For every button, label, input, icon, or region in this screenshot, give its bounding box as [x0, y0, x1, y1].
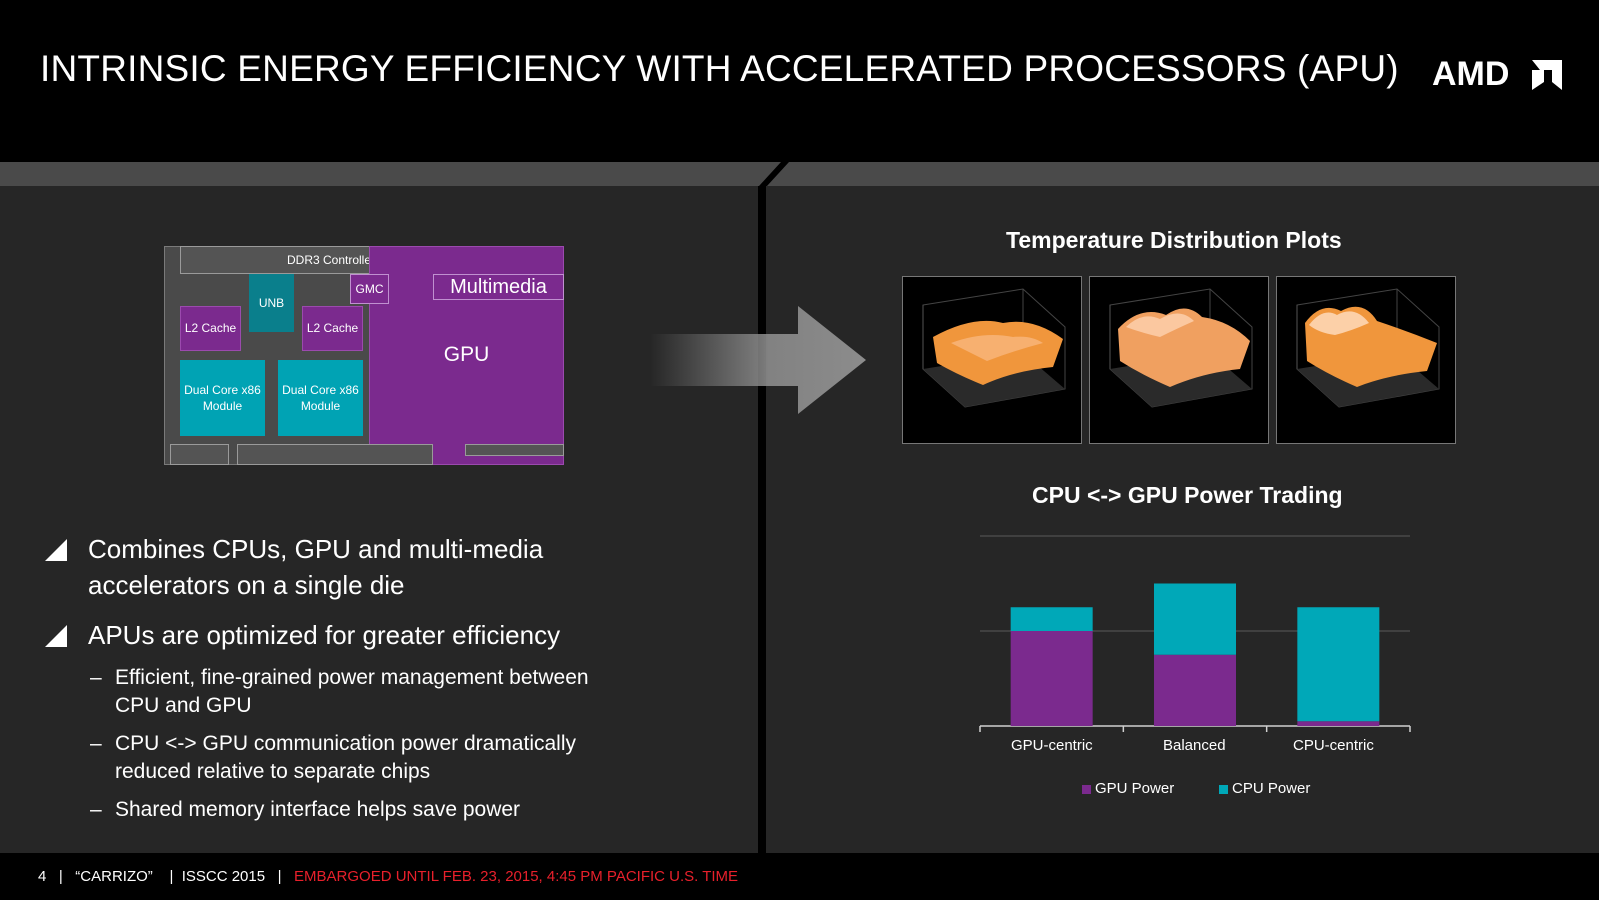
bullet-triangle-icon [45, 539, 67, 561]
l2-cache-left-block: L2 Cache [180, 306, 241, 351]
io-block-2 [237, 444, 433, 465]
temperature-plot-gpu-centric [902, 276, 1082, 444]
divider-notch-icon [759, 162, 789, 186]
x-tick-label: GPU-centric [1011, 737, 1093, 754]
dual-core-module-right: Dual Core x86 Module [278, 360, 363, 436]
bar-cpu-power [1297, 607, 1380, 722]
event-name: ISSCC 2015 [181, 868, 266, 885]
bullet-item: Combines CPUs, GPU and multi-media accel… [88, 534, 544, 600]
gmc-block: GMC [350, 274, 389, 304]
io-block-3 [465, 444, 564, 456]
x-tick-label: Balanced [1163, 737, 1226, 754]
gpu-label: GPU [443, 343, 490, 367]
temperature-plot-cpu-centric [1276, 276, 1456, 444]
sub-bullet-item: Efficient, fine-grained power management… [115, 666, 589, 717]
project-name: “CARRIZO” [75, 868, 153, 885]
amd-arrow-icon [1532, 60, 1562, 90]
sub-bullet-item: CPU <-> GPU communication power dramatic… [115, 732, 576, 783]
bullet-item: APUs are optimized for greater efficienc… [88, 620, 561, 650]
right-arrow-icon [650, 306, 866, 414]
sub-bullet-dash: – [90, 666, 102, 689]
l2-cache-right-block: L2 Cache [302, 306, 363, 351]
chart-title: CPU <-> GPU Power Trading [1032, 482, 1343, 508]
io-block-1 [170, 444, 229, 465]
amd-logo: AMD [1432, 54, 1562, 94]
slide-title: INTRINSIC ENERGY EFFICIENCY WITH ACCELER… [40, 48, 1399, 89]
amd-logo-text: AMD [1432, 55, 1509, 93]
bar-gpu-power [1297, 721, 1380, 726]
legend-label-cpu: CPU Power [1232, 780, 1311, 797]
power-trading-chart [979, 535, 1411, 732]
header-band [0, 162, 1599, 186]
footer-separator: | [169, 868, 174, 885]
dual-core-module-left: Dual Core x86 Module [180, 360, 265, 436]
bar-gpu-power [1010, 631, 1093, 726]
temperature-plot-balanced [1089, 276, 1269, 444]
bar-cpu-power [1154, 583, 1236, 655]
footer: 4 | “CARRIZO” | ISSCC 2015 | EMBARGOED U… [38, 868, 738, 885]
sub-bullet-dash: – [90, 798, 102, 821]
footer-bar [0, 853, 1599, 900]
page-number: 4 [38, 868, 47, 885]
bar-gpu-power [1154, 654, 1236, 726]
bullet-triangle-icon [45, 625, 67, 647]
footer-separator: | [58, 868, 63, 885]
sub-bullet-dash: – [90, 732, 102, 755]
legend-swatch-gpu [1082, 785, 1091, 794]
legend-label-gpu: GPU Power [1095, 780, 1175, 797]
x-tick-label: CPU-centric [1293, 737, 1374, 754]
bar-cpu-power [1010, 607, 1093, 631]
unb-block: UNB [249, 274, 294, 332]
panel-divider [758, 186, 766, 853]
footer-separator: | [277, 868, 282, 885]
legend-swatch-cpu [1219, 785, 1228, 794]
temperature-plots-title: Temperature Distribution Plots [1006, 227, 1342, 253]
sub-bullet-item: Shared memory interface helps save power [115, 798, 521, 821]
multimedia-block: Multimedia [433, 274, 564, 300]
embargo-notice: EMBARGOED UNTIL FEB. 23, 2015, 4:45 PM P… [294, 868, 739, 885]
